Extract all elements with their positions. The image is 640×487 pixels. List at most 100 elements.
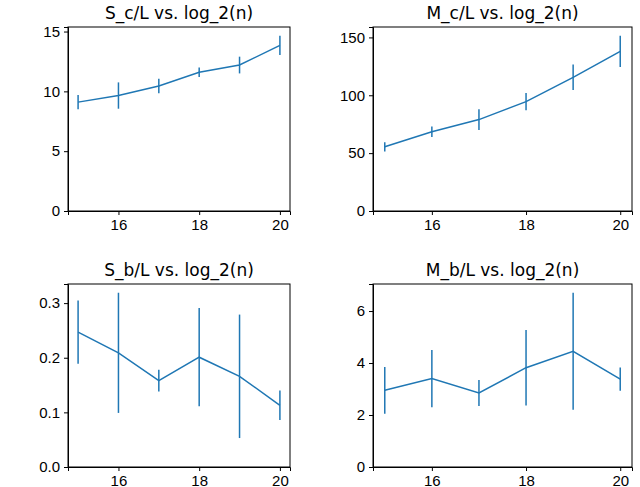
x-axis-line [374,212,633,216]
line [78,332,280,405]
x-tick: 18 [518,211,535,233]
y-tick-label: 10 [43,83,60,100]
x-tick: 16 [424,211,441,233]
y-tick-mark [64,32,68,33]
title: M_b/L vs. log_2(n) [426,260,580,281]
error-bar [525,330,527,405]
x-tick-label: 18 [518,472,535,487]
y-axis-line [369,28,374,212]
y-tick-label: 4 [357,354,365,371]
line [78,45,280,102]
line [385,51,620,146]
x-tick-mark [526,467,527,471]
error-bar [158,79,160,93]
x-tick-label: 16 [111,216,128,233]
y-tick: 150 [340,29,373,46]
error-bar [279,391,281,420]
y-tick-label: 0 [52,202,60,219]
error-bar [572,65,574,90]
x-tick-label: 16 [424,216,441,233]
x-tick-mark [620,211,621,215]
error-bar [478,380,480,406]
y-tick-mark [369,37,373,38]
y-tick: 100 [340,87,373,104]
y-tick: 0.1 [39,404,68,421]
error-bar [572,293,574,410]
x-tick-label: 20 [272,472,289,487]
error-bar [118,82,120,108]
x-tick: 18 [518,467,535,487]
y-tick-mark [64,412,68,413]
x-tick: 18 [191,211,208,233]
y-axis-line [64,28,69,212]
x-axis: 16 18 20 [374,467,633,487]
y-axis: 0246 [357,285,374,476]
x-axis: 16 18 20 [69,211,291,233]
x-tick-mark [199,211,200,215]
x-tick-mark [432,211,433,215]
x-axis-line [374,468,633,472]
y-tick-label: 0 [357,458,365,475]
y-tick-mark [369,415,373,416]
y-tick-label: 15 [43,23,60,40]
plot-area [385,293,620,414]
plot-area [385,36,620,152]
y-tick: 0.0 [39,458,68,475]
y-tick: 5 [52,142,68,159]
x-tick-mark [199,467,200,471]
figure: 16 18 20 0 5 10 15 S_c/L vs. log_2(n) 16 18 20 0 50 1… [0,0,640,487]
error-bar [478,109,480,130]
y-tick-label: 5 [52,142,60,159]
title: S_c/L vs. log_2(n) [105,3,253,24]
y-tick-label: 0 [357,202,365,219]
y-tick-label: 50 [348,144,365,161]
x-tick-label: 20 [272,216,289,233]
plot-frame [68,284,290,467]
y-tick: 4 [357,354,373,371]
error-bar [118,293,120,413]
title: S_b/L vs. log_2(n) [104,260,254,281]
x-tick-mark [118,211,119,215]
x-tick: 20 [272,467,289,487]
y-tick: 6 [357,302,373,319]
y-tick: 50 [348,144,373,161]
x-tick: 20 [612,467,629,487]
plot-frame [68,27,290,211]
y-tick: 0.2 [39,349,68,366]
y-tick-label: 100 [340,87,365,104]
x-tick: 20 [272,211,289,233]
line [385,351,620,393]
x-tick-label: 18 [191,216,208,233]
x-tick: 16 [111,211,128,233]
y-tick-mark [369,153,373,154]
x-tick-label: 16 [111,472,128,487]
x-axis-line [69,468,291,472]
y-tick-mark [64,211,68,212]
x-axis: 16 18 20 [69,467,291,487]
y-tick-label: 0.0 [39,458,60,475]
subplot: 161820050100150M_c/L vs. log_2(n) [340,3,633,233]
x-tick-mark [620,467,621,471]
x-tick-label: 16 [424,472,441,487]
y-axis: 0 50 100 150 [340,28,374,220]
x-tick-label: 18 [191,472,208,487]
y-tick-mark [64,467,68,468]
subplot: 16 18 20 0 5 10 15 S_c/L vs. log_2(n) [43,3,290,233]
x-tick-label: 20 [612,472,629,487]
y-tick: 0.3 [39,294,68,311]
x-tick-mark [432,467,433,471]
y-tick: 0 [357,458,373,475]
x-tick-mark [118,467,119,471]
error-bar [431,127,433,137]
x-tick: 16 [424,467,441,487]
error-bar [198,308,200,406]
x-tick-mark [280,467,281,471]
y-axis: 0 5 10 15 [43,23,68,219]
subplot: 16 18 20 0.0 0.1 0.2 0.3 S_b/L vs. log_2(n) [39,260,290,487]
y-tick-label: 150 [340,29,365,46]
error-bar [198,67,200,77]
error-bar [77,95,79,109]
y-tick: 0 [357,202,373,219]
y-tick-mark [64,91,68,92]
plot-area [78,293,280,438]
